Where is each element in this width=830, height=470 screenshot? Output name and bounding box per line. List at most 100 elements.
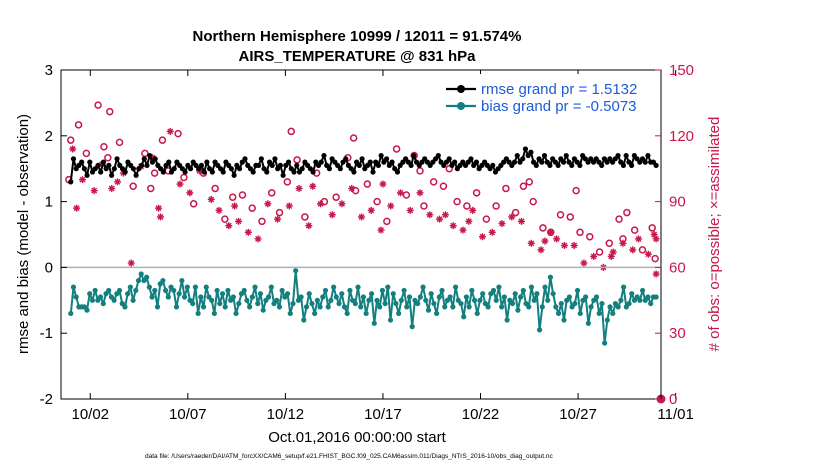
- obs-possible-point: [228, 193, 237, 201]
- bias-point: [301, 317, 307, 323]
- bias-point: [547, 274, 554, 280]
- bias-point: [379, 287, 386, 294]
- rmse-point: [285, 159, 292, 165]
- bias-point: [219, 291, 226, 297]
- bias-point: [409, 324, 415, 330]
- rmse-point: [236, 166, 243, 172]
- bias-point: [135, 277, 142, 284]
- rmse-point: [539, 159, 545, 165]
- bias-point: [471, 297, 478, 303]
- rmse-point: [522, 146, 529, 152]
- obs-possible-point: [502, 184, 510, 193]
- rmse-point: [555, 162, 561, 169]
- bias-point: [181, 294, 188, 300]
- obs-possible-point: [258, 217, 266, 226]
- obs-possible-point: [576, 228, 584, 237]
- bias-point: [509, 300, 516, 307]
- obs-assimilated-point: [652, 270, 660, 278]
- bias-point: [89, 297, 96, 303]
- obs-assimilated-point: [537, 246, 545, 254]
- bias-point: [176, 291, 182, 297]
- bias-point: [87, 291, 93, 297]
- obs-assimilated-point: [517, 217, 525, 225]
- bias-point: [439, 287, 445, 294]
- rmse-point: [294, 162, 300, 169]
- bias-point: [466, 304, 472, 310]
- obs-assimilated-point: [553, 235, 561, 243]
- legend-box: [440, 74, 657, 120]
- bias-point: [265, 294, 272, 300]
- obs-assimilated-point: [338, 200, 346, 208]
- obs-assimilated-point: [114, 178, 122, 186]
- bias-point: [333, 294, 339, 300]
- obs-assimilated-point: [90, 187, 98, 195]
- rmse-point: [228, 166, 234, 172]
- obs-assimilated-point: [274, 215, 282, 223]
- obs-possible-point: [74, 121, 83, 129]
- bias-point: [593, 294, 600, 300]
- bias-point: [385, 284, 391, 290]
- obs-possible-point: [287, 127, 295, 136]
- bias-point: [257, 291, 264, 297]
- obs-possible-point: [416, 167, 424, 175]
- bias-point: [461, 314, 467, 320]
- obs-possible-point: [351, 186, 360, 195]
- bias-point: [374, 297, 380, 303]
- bias-point: [452, 284, 459, 290]
- bias-point: [84, 307, 90, 313]
- obs-assimilated-point: [155, 204, 163, 212]
- rmse-point: [242, 156, 248, 162]
- obs-assimilated-point: [488, 228, 496, 236]
- obs-assimilated-point: [379, 180, 387, 188]
- bias-point: [629, 291, 635, 297]
- bias-point: [328, 297, 334, 303]
- rmse-point: [269, 162, 275, 169]
- obs-possible-point: [472, 189, 481, 197]
- bias-point: [111, 297, 117, 303]
- bias-point: [398, 297, 404, 303]
- obs-possible-point: [623, 208, 631, 217]
- obs-possible-point: [275, 208, 284, 217]
- bias-point: [480, 291, 486, 297]
- obs-assimilated-point: [328, 211, 336, 219]
- y-right-tick-label: 90: [669, 194, 686, 211]
- bias-point: [420, 284, 426, 290]
- bias-point: [542, 284, 548, 290]
- rmse-point: [310, 169, 316, 175]
- bias-point: [198, 294, 204, 300]
- bias-point: [406, 294, 413, 300]
- bias-point: [604, 317, 610, 323]
- bias-point: [550, 291, 556, 297]
- obs-possible-point: [615, 215, 623, 223]
- obs-possible-point: [94, 101, 102, 109]
- bias-point: [447, 294, 453, 300]
- bias-point: [133, 287, 139, 294]
- obs-possible-point: [332, 193, 340, 201]
- y-left-tick-label: -2: [40, 391, 53, 408]
- obs-assimilated-point: [478, 233, 486, 241]
- bias-point: [371, 320, 377, 326]
- rmse-point: [95, 162, 101, 169]
- bias-point: [615, 304, 621, 310]
- bias-point: [125, 291, 131, 297]
- bias-point: [298, 294, 304, 300]
- obs-possible-point: [106, 107, 114, 116]
- bias-point: [626, 300, 632, 307]
- bias-point: [173, 304, 180, 310]
- rmse-point: [130, 166, 136, 172]
- bias-point: [347, 287, 353, 294]
- bias-point: [233, 310, 239, 317]
- bias-point: [588, 304, 594, 310]
- rmse-point: [533, 162, 539, 169]
- rmse-point: [272, 156, 278, 162]
- bias-point: [200, 304, 207, 310]
- obs-assimilated-point: [580, 259, 588, 267]
- bias-point: [360, 294, 367, 300]
- obs-assimilated-point: [207, 195, 215, 203]
- bias-point: [504, 317, 510, 323]
- obs-assimilated-point: [317, 200, 325, 208]
- obs-possible-point: [383, 217, 391, 226]
- bias-point: [320, 294, 326, 300]
- bias-point: [106, 287, 112, 294]
- bias-point: [211, 310, 217, 317]
